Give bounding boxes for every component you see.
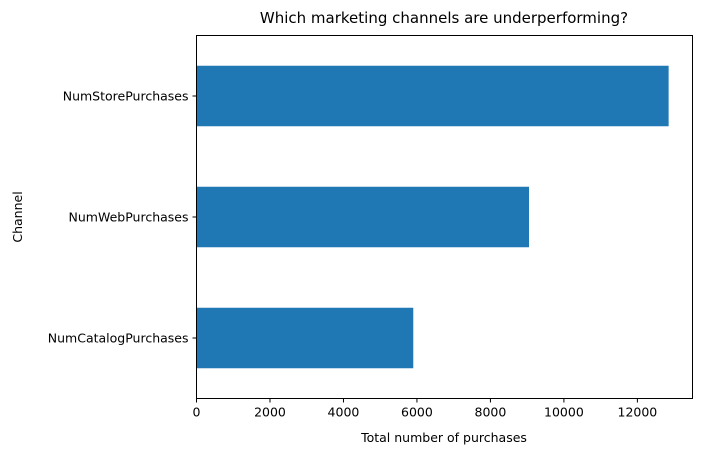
x-tick-label: 10000 bbox=[544, 405, 584, 420]
bar-NumCatalogPurchases bbox=[196, 307, 414, 369]
y-tick-label: NumStorePurchases bbox=[63, 89, 189, 104]
y-tick-label: NumCatalogPurchases bbox=[48, 331, 189, 346]
axes-frame bbox=[196, 35, 693, 399]
x-tick-label: 2000 bbox=[254, 405, 286, 420]
x-axis-label: Total number of purchases bbox=[360, 430, 527, 445]
bar-NumWebPurchases bbox=[196, 186, 530, 248]
plot-area: NumCatalogPurchases NumWebPurchases NumSto… bbox=[48, 65, 669, 420]
x-tick-label: 6000 bbox=[401, 405, 433, 420]
chart-title: Which marketing channels are underperfor… bbox=[260, 9, 628, 27]
x-tick-label: 0 bbox=[193, 405, 201, 420]
x-tick-label: 8000 bbox=[475, 405, 507, 420]
x-tick-label: 12000 bbox=[618, 405, 658, 420]
y-tick-label: NumWebPurchases bbox=[69, 210, 189, 225]
y-axis-label: Channel bbox=[10, 191, 25, 242]
x-tick-label: 4000 bbox=[328, 405, 360, 420]
bar-NumStorePurchases bbox=[196, 65, 669, 127]
